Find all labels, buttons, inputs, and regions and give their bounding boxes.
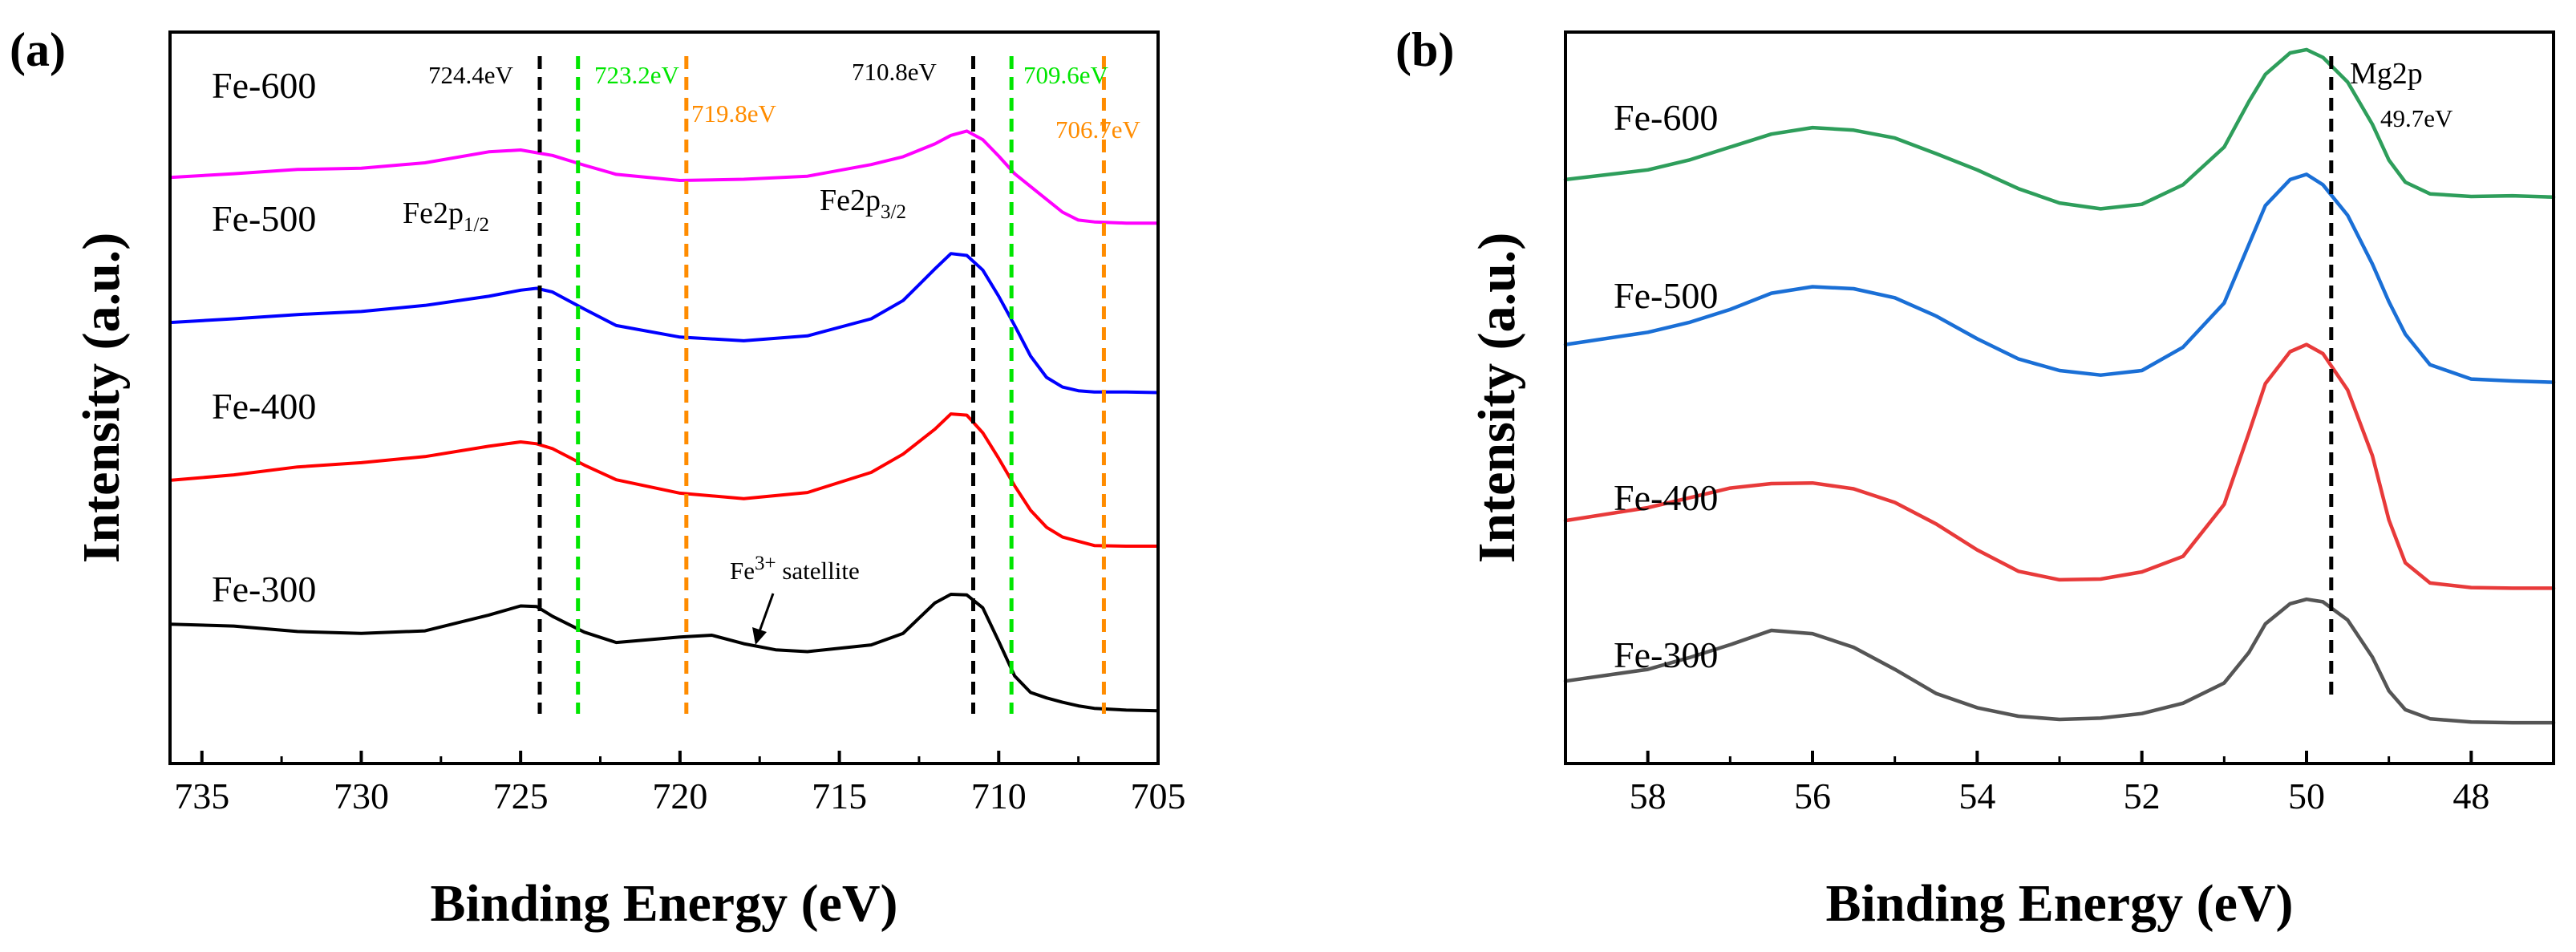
panel-b-label-fe600: Fe-600 <box>1614 97 1718 138</box>
panel-b-y-axis-title: Intensity (a.u.) <box>1468 233 1526 564</box>
ref-label-709.6: 709.6eV <box>1023 61 1109 89</box>
ref-label-706.7: 706.7eV <box>1055 115 1141 144</box>
panel-b-tick-label-52: 52 <box>2124 776 2161 816</box>
panel-a-label-fe400: Fe-400 <box>212 386 316 427</box>
annotation-satellite-suffix: satellite <box>776 557 860 585</box>
panel-a-series-fe-300 <box>168 593 1160 713</box>
panel-a-reference-lines <box>537 56 1106 714</box>
annotation-fe2p-3-2: Fe2p3/2 <box>820 184 906 223</box>
panel-a-label: (a) <box>10 23 66 76</box>
panel-b-label-fe500: Fe-500 <box>1614 275 1718 316</box>
panel-a-series-fe-400 <box>168 412 1160 548</box>
panel-a-x-ticks: 735 730 725 720 715 710 705 <box>174 751 1186 816</box>
panel-a-tick-label-710: 710 <box>971 776 1027 816</box>
panel-a-tick-label-715: 715 <box>812 776 867 816</box>
panel-b-tick-label-50: 50 <box>2288 776 2325 816</box>
panel-b-x-axis-title: Binding Energy (eV) <box>1825 874 2293 933</box>
ref-label-49.7: 49.7eV <box>2380 104 2453 132</box>
annotation-mg2p: Mg2p <box>2350 57 2423 91</box>
annotation-fe2p-1-2-main: Fe2p <box>403 196 464 230</box>
panel-b-series-fe-400 <box>1563 342 2556 590</box>
panel-b-x-ticks: 58 56 54 52 50 48 <box>1630 751 2489 816</box>
panel-b-series-fe-300 <box>1563 597 2556 725</box>
panel-a-tick-label-720: 720 <box>652 776 707 816</box>
ref-label-710.8: 710.8eV <box>852 58 938 86</box>
ref-label-719.8: 719.8eV <box>691 99 777 128</box>
panel-a-label-fe500: Fe-500 <box>212 198 316 239</box>
panel-a-x-axis-title: Binding Energy (eV) <box>430 874 897 933</box>
satellite-arrow-head <box>752 627 767 645</box>
panel-b-series-fe-500 <box>1563 172 2556 384</box>
panel-a-plot-frame <box>168 30 1160 765</box>
panel-a-tick-label-705: 705 <box>1131 776 1186 816</box>
annotation-satellite-sup: 3+ <box>755 553 776 574</box>
panel-a-tick-label-735: 735 <box>174 776 229 816</box>
panel-b-tick-label-56: 56 <box>1794 776 1831 816</box>
panel-a-series-fe-600 <box>168 129 1160 225</box>
annotation-fe3-satellite: Fe3+ satellite <box>730 553 860 585</box>
panel-a-y-axis-title: Intensity (a.u.) <box>72 233 131 564</box>
ref-label-723.2: 723.2eV <box>594 61 680 89</box>
panel-b: (b) 58 56 54 52 50 48 Fe-600 Fe-500 Fe-400 Fe… <box>1395 23 2556 933</box>
satellite-arrow-shaft <box>757 593 775 634</box>
panel-a-tick-label-730: 730 <box>334 776 389 816</box>
panel-a-label-fe300: Fe-300 <box>212 569 316 610</box>
annotation-fe2p-1-2-sub: 1/2 <box>464 214 489 236</box>
annotation-satellite-prefix: Fe <box>730 557 755 585</box>
panel-b-tick-label-48: 48 <box>2452 776 2489 816</box>
panel-b-series-fe-600 <box>1563 47 2556 211</box>
ref-label-724.4: 724.4eV <box>428 61 514 89</box>
panel-b-label-fe300: Fe-300 <box>1614 634 1718 675</box>
panel-b-tick-label-58: 58 <box>1630 776 1667 816</box>
panel-a-tick-label-725: 725 <box>493 776 549 816</box>
annotation-fe2p-1-2: Fe2p1/2 <box>403 196 489 236</box>
panel-b-series <box>1563 47 2556 725</box>
panel-b-tick-label-54: 54 <box>1958 776 1995 816</box>
panel-a-label-fe600: Fe-600 <box>212 65 316 106</box>
panel-a-series-fe-500 <box>168 252 1160 395</box>
panel-b-label-fe400: Fe-400 <box>1614 477 1718 518</box>
annotation-fe2p-3-2-sub: 3/2 <box>881 201 906 223</box>
panel-b-label: (b) <box>1395 23 1454 76</box>
panel-a-series <box>168 129 1160 713</box>
annotation-fe2p-3-2-main: Fe2p <box>820 184 881 217</box>
panel-a: (a) 735 730 725 720 715 710 705 Fe-600 Fe-500 … <box>10 23 1186 933</box>
